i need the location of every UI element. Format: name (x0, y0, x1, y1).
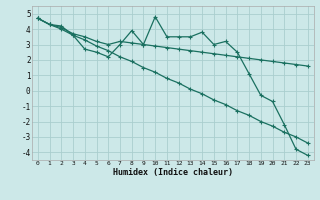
X-axis label: Humidex (Indice chaleur): Humidex (Indice chaleur) (113, 168, 233, 177)
